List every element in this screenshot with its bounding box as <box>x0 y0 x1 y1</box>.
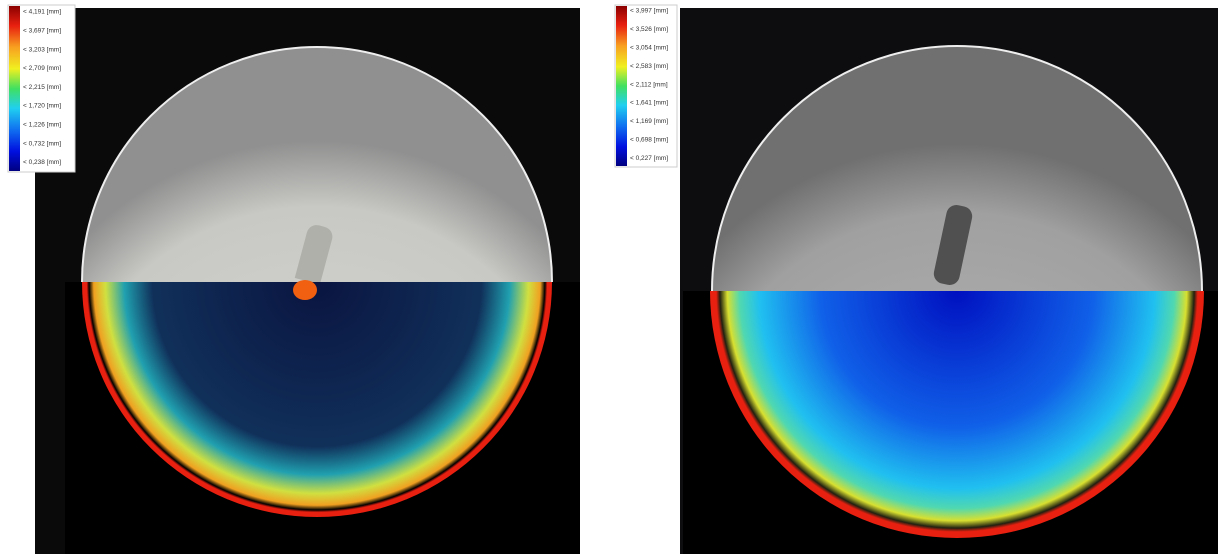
legend-label: < 1,641 [mm] <box>630 100 668 107</box>
legend-label: < 2,215 [mm] <box>23 84 61 91</box>
legend-bar <box>9 6 20 171</box>
legend-label: < 4,191 [mm] <box>23 9 61 16</box>
legend-label: < 1,720 [mm] <box>23 103 61 110</box>
legend-label: < 2,112 [mm] <box>630 81 668 88</box>
legend-label: < 3,203 [mm] <box>23 46 61 53</box>
legend-label: < 0,238 [mm] <box>23 159 61 166</box>
figure: < 4,191 [mm] < 3,697 [mm] < 3,203 [mm] < 2,… <box>0 0 1218 554</box>
legend-label: < 2,709 [mm] <box>23 65 61 72</box>
hotspot <box>293 280 317 300</box>
legend-label: < 0,732 [mm] <box>23 140 61 147</box>
legend-label: < 0,698 [mm] <box>630 137 668 144</box>
legend-label: < 1,226 [mm] <box>23 122 61 129</box>
legend-label: < 2,583 [mm] <box>630 63 668 70</box>
legend-label: < 1,169 [mm] <box>630 118 668 125</box>
legend-label: < 0,227 [mm] <box>630 155 668 162</box>
legend-label: < 3,697 [mm] <box>23 28 61 35</box>
legend-label: < 3,997 [mm] <box>630 8 668 15</box>
legend-label: < 3,054 [mm] <box>630 45 668 52</box>
legend-bar <box>616 6 627 166</box>
legend-label: < 3,526 [mm] <box>630 26 668 33</box>
